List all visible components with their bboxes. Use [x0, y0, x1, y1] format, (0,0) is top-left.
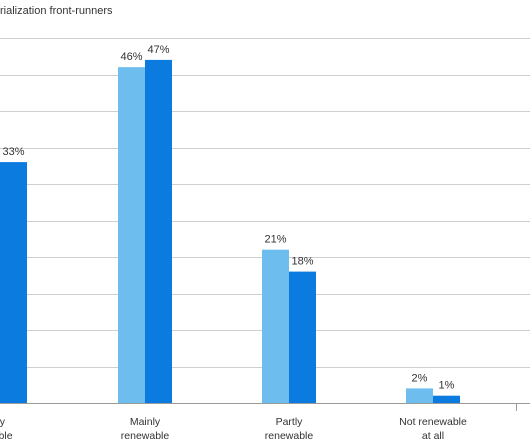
category-label: at all: [422, 430, 444, 442]
bar: [145, 59, 172, 404]
bar: [118, 67, 145, 403]
data-label: 47%: [147, 44, 169, 56]
bar: [433, 395, 460, 403]
category-label: renewable: [265, 430, 314, 442]
category-label: Mainly: [130, 416, 161, 428]
data-label: 18%: [291, 256, 313, 268]
category-label: Not renewable: [399, 416, 467, 428]
data-label: 1%: [439, 380, 455, 392]
category-label: Partly: [276, 416, 304, 428]
legend-text: rialization front-runners: [0, 5, 113, 17]
data-label: 33%: [2, 146, 24, 158]
data-label: 21%: [264, 234, 286, 246]
category-label: renewable: [121, 430, 170, 442]
bar: [262, 249, 289, 403]
category-label: lly: [0, 416, 6, 428]
bar: [406, 388, 433, 403]
data-label: 46%: [120, 51, 142, 63]
bar: [289, 271, 316, 403]
bar: [0, 162, 27, 403]
data-label: 2%: [412, 372, 428, 384]
category-label: vable: [0, 430, 13, 442]
